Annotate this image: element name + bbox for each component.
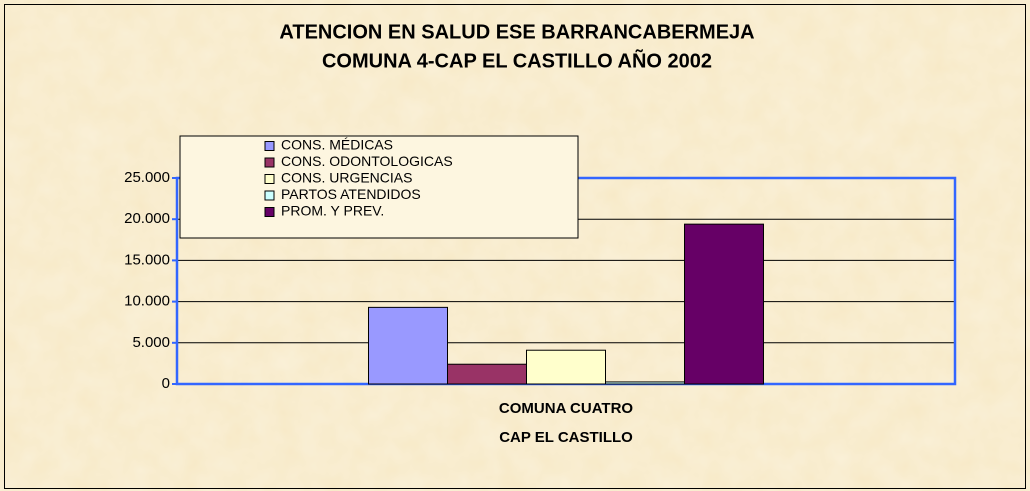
legend-label: CONS. MÉDICAS [281, 137, 393, 153]
bar [605, 381, 685, 385]
bar [368, 306, 448, 385]
legend-label: PARTOS ATENDIDOS [281, 186, 421, 202]
bar [447, 363, 527, 385]
y-tick-label: 10.000 [124, 293, 170, 310]
legend-swatch [264, 174, 275, 184]
frame [4, 4, 1026, 489]
legend-label: CONS. URGENCIAS [281, 170, 412, 186]
chart-title: ATENCION EN SALUD ESE BARRANCABERMEJA [279, 21, 754, 43]
bar [526, 349, 606, 385]
x-tick-label: CAP EL CASTILLO [499, 429, 633, 446]
legend-swatch [264, 141, 275, 151]
legend-swatch [264, 190, 275, 201]
chart-subtitle: COMUNA 4-CAP EL CASTILLO AÑO 2002 [322, 49, 712, 72]
y-tick-label: 0 [162, 375, 170, 392]
legend-swatch [264, 207, 275, 217]
y-tick-label: 20.000 [124, 210, 170, 227]
x-tick-label: COMUNA CUATRO [499, 400, 633, 417]
bar [684, 223, 764, 385]
legend-label: PROM. Y PREV. [281, 203, 384, 219]
legend-box [179, 135, 579, 239]
legend-swatch [264, 157, 275, 168]
y-tick-label: 25.000 [124, 169, 170, 186]
y-tick-label: 5.000 [132, 334, 170, 351]
y-tick-label: 15.000 [124, 251, 170, 268]
legend-label: CONS. ODONTOLOGICAS [281, 153, 453, 169]
